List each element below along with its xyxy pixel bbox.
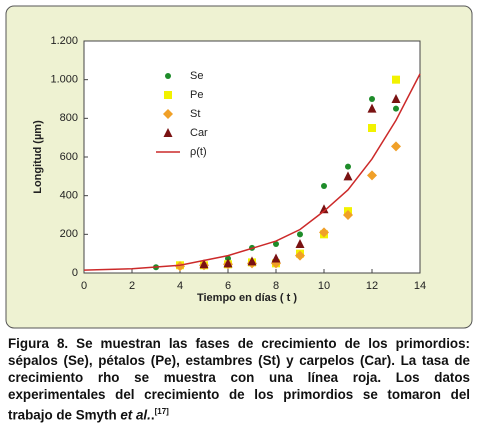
point bbox=[368, 124, 376, 132]
caption-text: . bbox=[150, 407, 155, 423]
point bbox=[247, 256, 257, 266]
point bbox=[319, 204, 329, 214]
point bbox=[367, 170, 377, 181]
point bbox=[369, 96, 375, 102]
caption-italic: et al. bbox=[120, 407, 151, 423]
point bbox=[199, 259, 209, 269]
point bbox=[391, 94, 401, 103]
x-tick-label: 14 bbox=[414, 280, 426, 292]
x-tick-label: 2 bbox=[129, 280, 135, 292]
point bbox=[223, 258, 233, 268]
y-tick-label: 800 bbox=[60, 112, 78, 124]
y-tick-label: 400 bbox=[60, 190, 78, 202]
x-tick-label: 0 bbox=[81, 280, 87, 292]
point bbox=[295, 250, 305, 261]
point bbox=[343, 171, 353, 181]
y-tick-label: 1.000 bbox=[50, 74, 78, 86]
point bbox=[297, 231, 303, 238]
point bbox=[367, 103, 377, 113]
point bbox=[175, 261, 185, 272]
y-tick-label: 200 bbox=[60, 228, 78, 240]
point bbox=[345, 163, 351, 170]
legend-label: Se bbox=[190, 70, 203, 82]
legend-label: ρ(t) bbox=[190, 146, 207, 158]
point bbox=[392, 75, 400, 84]
point bbox=[319, 227, 329, 238]
legend-label: St bbox=[190, 108, 200, 120]
y-tick-label: 0 bbox=[72, 267, 78, 279]
x-tick-label: 10 bbox=[318, 280, 330, 292]
caption-ref: [17] bbox=[154, 407, 169, 416]
legend-label: Pe bbox=[190, 89, 203, 101]
x-axis-label: Tiempo en días ( t ) bbox=[197, 292, 297, 304]
y-axis-label: Longitud (µm) bbox=[32, 120, 44, 194]
chart: Tiempo en días ( t ) Longitud (µm) 0 200 4… bbox=[5, 5, 473, 329]
x-tick-label: 8 bbox=[273, 280, 279, 292]
x-tick-label: 6 bbox=[225, 280, 231, 292]
point bbox=[391, 141, 401, 152]
point bbox=[393, 105, 399, 112]
legend-marker bbox=[164, 91, 172, 99]
legend-marker bbox=[163, 109, 173, 119]
caption: Figura 8. Se muestran las fases de creci… bbox=[8, 335, 470, 423]
point bbox=[295, 239, 305, 248]
legend-label: Car bbox=[190, 127, 208, 139]
point bbox=[343, 210, 353, 220]
point bbox=[321, 183, 327, 189]
legend-marker bbox=[163, 128, 173, 137]
x-tick-label: 4 bbox=[177, 280, 183, 292]
point bbox=[271, 253, 281, 263]
caption-text: Figura 8. Se muestran las fases de creci… bbox=[8, 336, 470, 423]
y-tick-label: 1.200 bbox=[50, 35, 78, 47]
x-tick-label: 12 bbox=[366, 280, 378, 292]
plot-area bbox=[83, 40, 421, 274]
legend-marker bbox=[165, 73, 171, 79]
y-tick-label: 600 bbox=[60, 151, 78, 163]
rho-line bbox=[83, 73, 421, 271]
point bbox=[273, 241, 279, 247]
